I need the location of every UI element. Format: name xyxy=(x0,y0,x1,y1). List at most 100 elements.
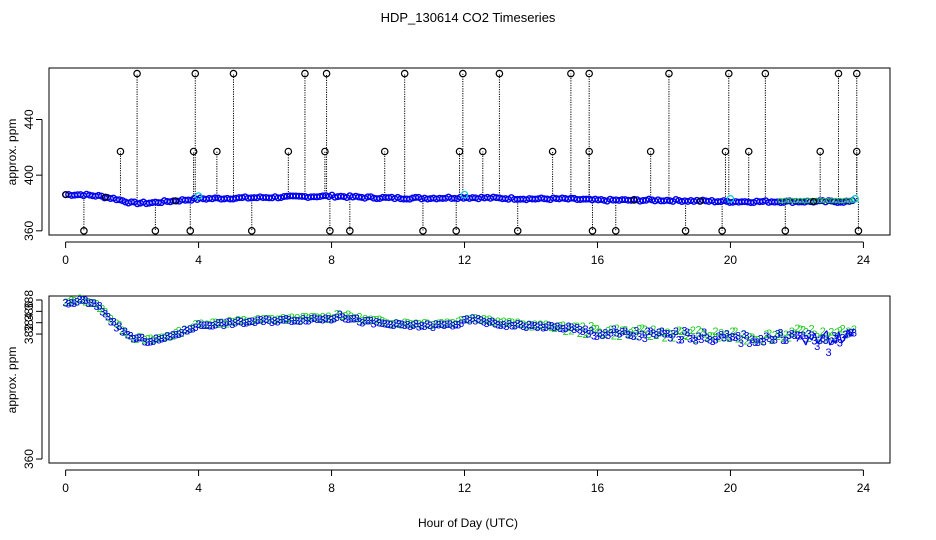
series-2-point: 2 xyxy=(715,333,721,345)
series-2-point: 2 xyxy=(630,326,636,338)
series-2-point: 2 xyxy=(396,319,402,331)
series-3-point: 3 xyxy=(599,330,605,342)
series-2-point: 2 xyxy=(159,332,165,344)
spike-low-point xyxy=(151,227,160,235)
spike-mid-point xyxy=(321,147,329,156)
top-spikes-layer xyxy=(83,73,859,231)
series-2-point: 2 xyxy=(777,329,783,341)
series-2-point: 2 xyxy=(534,321,540,333)
spike-mid-point xyxy=(585,147,593,156)
series-2-point: 2 xyxy=(178,328,184,340)
series-2-point: 2 xyxy=(147,333,153,345)
series-2-point: 2 xyxy=(565,322,571,334)
series-3-point: 3 xyxy=(543,322,549,334)
series-3-point: 3 xyxy=(311,313,317,325)
series-2-point: 2 xyxy=(472,312,478,324)
series-3-point: 3 xyxy=(845,329,851,341)
series-2-point: 2 xyxy=(342,311,348,323)
series-3-point: 3 xyxy=(108,316,114,328)
series-2-point: 2 xyxy=(625,328,631,340)
series-2-point: 2 xyxy=(808,324,814,336)
series-2-point: 2 xyxy=(224,318,230,330)
series-2-point: 2 xyxy=(198,318,204,330)
series-3-point: 3 xyxy=(266,315,272,327)
series-2-point: 2 xyxy=(105,312,111,324)
series-3-point: 3 xyxy=(653,330,659,342)
series-2-point: 2 xyxy=(306,313,312,325)
series-2-point: 2 xyxy=(356,312,362,324)
series-2-point: 2 xyxy=(385,318,391,330)
series-3-point: 3 xyxy=(602,328,608,340)
series-2-point: 2 xyxy=(837,326,843,338)
series-2-point: 2 xyxy=(382,317,388,329)
series-3-point: 3 xyxy=(161,333,167,345)
series-3-point: 3 xyxy=(130,333,136,345)
series-3-point: 3 xyxy=(704,333,710,345)
series-2-point: 2 xyxy=(125,330,131,342)
series-2-point: 2 xyxy=(729,326,735,338)
series-3-line xyxy=(844,329,849,340)
series-3-point: 3 xyxy=(224,317,230,329)
series-3-line xyxy=(811,332,816,341)
series-2-point: 2 xyxy=(695,325,701,337)
series-3-point: 3 xyxy=(766,333,772,345)
series-3-point: 3 xyxy=(413,319,419,331)
series-2-point: 2 xyxy=(512,319,518,331)
series-3-point: 3 xyxy=(249,316,255,328)
series-2-point: 2 xyxy=(424,318,430,330)
series-3-point: 3 xyxy=(91,298,97,310)
series-3-point: 3 xyxy=(647,326,653,338)
spike-high-point xyxy=(191,69,200,78)
series-2-point: 2 xyxy=(133,334,139,346)
series-3-point: 3 xyxy=(232,318,238,330)
series-3-point: 3 xyxy=(187,324,193,336)
series-2-point: 2 xyxy=(173,328,179,340)
series-2-point: 2 xyxy=(337,309,343,321)
series-3-point: 3 xyxy=(260,316,266,328)
series-2-point: 2 xyxy=(461,315,467,327)
series-2-point: 2 xyxy=(289,312,295,324)
series-3-point: 3 xyxy=(402,320,408,332)
series-2-point: 2 xyxy=(170,330,176,342)
series-2-point: 2 xyxy=(684,331,690,343)
series-2-point: 2 xyxy=(144,334,150,346)
series-3-point: 3 xyxy=(769,334,775,346)
series-2-point: 2 xyxy=(246,316,252,328)
series-2-point: 2 xyxy=(184,326,190,338)
spike-mid-point xyxy=(646,147,655,156)
series-3-point: 3 xyxy=(71,298,77,310)
series-2-point: 2 xyxy=(441,319,447,331)
series-2-point: 2 xyxy=(664,327,670,339)
series-2-point: 2 xyxy=(591,324,597,336)
series-3-point: 3 xyxy=(509,320,515,332)
series-3-point: 3 xyxy=(167,332,173,344)
series-3-point: 3 xyxy=(274,316,280,328)
series-2-point: 2 xyxy=(568,326,574,338)
series-2-point: 2 xyxy=(294,312,300,324)
series-3-point: 3 xyxy=(659,326,665,338)
series-3-point: 3 xyxy=(588,325,594,337)
series-2-point: 2 xyxy=(65,297,71,309)
series-3-point: 3 xyxy=(800,330,806,342)
series-3-point: 3 xyxy=(458,318,464,330)
series-3-point: 3 xyxy=(557,323,563,335)
spike-low-point xyxy=(452,227,461,235)
series-3-point: 3 xyxy=(585,329,591,341)
series-2-point: 2 xyxy=(554,321,560,333)
series-3-point: 3 xyxy=(772,335,778,347)
series-3-point: 3 xyxy=(359,317,365,329)
series-3-point: 3 xyxy=(122,326,128,338)
series-3-point: 3 xyxy=(297,316,303,328)
series-2-point: 2 xyxy=(622,324,628,336)
series-3-point: 3 xyxy=(252,317,258,329)
series-2-point: 2 xyxy=(656,327,662,339)
y-tick-label: 384 xyxy=(22,312,36,332)
series-3-point: 3 xyxy=(337,309,343,321)
series-3-point: 3 xyxy=(342,313,348,325)
series-3-point: 3 xyxy=(752,337,758,349)
series-2-point: 2 xyxy=(297,315,303,327)
series-2-point: 2 xyxy=(63,297,69,309)
series-3-point: 3 xyxy=(156,335,162,347)
series-2-point: 2 xyxy=(679,326,685,338)
